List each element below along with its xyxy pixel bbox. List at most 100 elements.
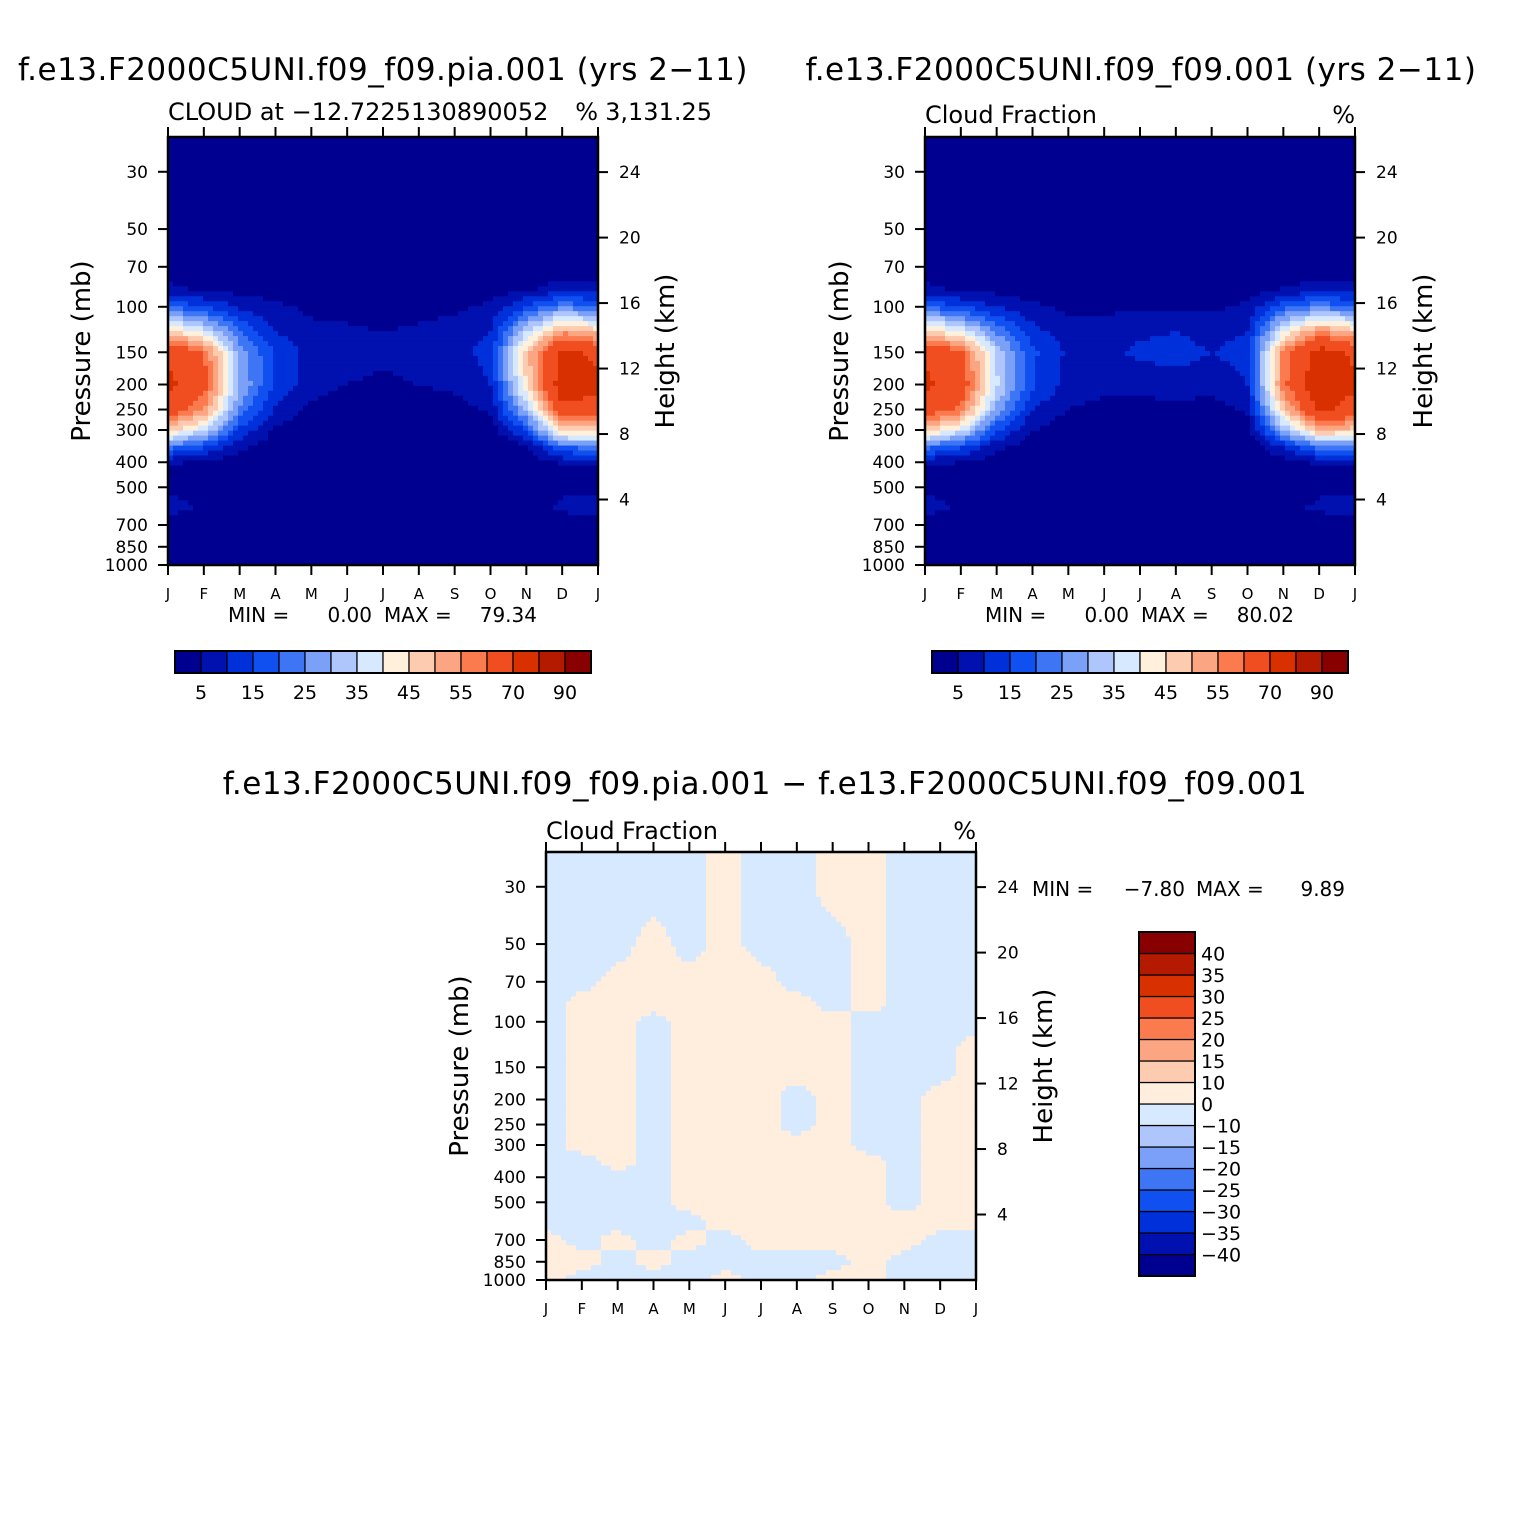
heatmap-cell [323,172,329,178]
heatmap-cell [178,520,184,526]
heatmap-cell [233,316,239,322]
heatmap-cell [198,212,204,218]
heatmap-cell [408,545,414,551]
heatmap-cell [283,222,289,228]
heatmap-cell [203,426,209,432]
heatmap-cell [213,177,219,183]
heatmap-cell [368,525,374,531]
heatmap-cell [338,351,344,357]
heatmap-cell [418,172,424,178]
heatmap-cell [248,545,254,551]
heatmap-cell [243,490,249,496]
heatmap-cell [353,411,359,417]
heatmap-cell [253,306,259,312]
heatmap-cell [203,177,209,183]
heatmap-cell [413,192,419,198]
heatmap-cell [263,182,269,188]
heatmap-cell [433,535,439,541]
heatmap-cell [448,147,454,153]
heatmap-cell [183,540,189,546]
heatmap-cell [428,346,434,352]
heatmap-cell [223,242,229,248]
heatmap-cell [248,152,254,158]
heatmap-cell [278,550,284,556]
heatmap-cell [353,172,359,178]
heatmap-cell [303,366,309,372]
heatmap-cell [298,152,304,158]
heatmap-cell [308,500,314,506]
heatmap-cell [238,356,244,362]
heatmap-cell [188,555,194,561]
heatmap-cell [358,197,364,203]
heatmap-cell [453,187,459,193]
heatmap-cell [443,426,449,432]
heatmap-cell [353,351,359,357]
heatmap-cell [223,207,229,213]
panel-1-left-subtitle: CLOUD at −12.7225130890052 [168,98,548,126]
heatmap-cell [208,520,214,526]
heatmap-cell [273,475,279,481]
heatmap-cell [203,246,209,252]
heatmap-cell [343,167,349,173]
heatmap-cell [298,212,304,218]
heatmap-cell [263,157,269,163]
heatmap-cell [443,381,449,387]
heatmap-cell [363,500,369,506]
heatmap-cell [223,396,229,402]
heatmap-cell [373,436,379,442]
heatmap-cell [423,401,429,407]
heatmap-cell [413,237,419,243]
heatmap-cell [198,550,204,556]
heatmap-cell [283,446,289,452]
heatmap-cell [173,311,179,317]
heatmap-cell [328,321,334,327]
heatmap-cell [283,356,289,362]
heatmap-cell [298,505,304,511]
heatmap-cell [258,391,264,397]
heatmap-cell [348,356,354,362]
heatmap-cell [178,341,184,347]
heatmap-cell [393,351,399,357]
heatmap-cell [353,381,359,387]
heatmap-cell [303,515,309,521]
heatmap-cell [438,142,444,148]
heatmap-cell [393,555,399,561]
heatmap-cell [313,202,319,208]
heatmap-cell [373,500,379,506]
heatmap-cell [308,436,314,442]
heatmap-cell [368,242,374,248]
heatmap-cell [358,212,364,218]
heatmap-cell [203,306,209,312]
heatmap-cell [293,197,299,203]
heatmap-cell [273,441,279,447]
heatmap-cell [413,366,419,372]
heatmap-cell [363,451,369,457]
heatmap-cell [183,157,189,163]
heatmap-cell [423,326,429,332]
heatmap-cell [438,281,444,287]
heatmap-cell [213,515,219,521]
heatmap-cell [358,376,364,382]
heatmap-cell [368,485,374,491]
heatmap-cell [303,406,309,412]
heatmap-cell [208,500,214,506]
heatmap-cell [188,505,194,511]
heatmap-cell [188,470,194,476]
heatmap-cell [438,351,444,357]
heatmap-cell [188,341,194,347]
heatmap-cell [318,391,324,397]
heatmap-cell [318,286,324,292]
heatmap-cell [428,286,434,292]
heatmap-cell [303,311,309,317]
heatmap-cell [178,311,184,317]
heatmap-cell [243,421,249,427]
heatmap-cell [258,251,264,257]
heatmap-cell [268,371,274,377]
heatmap-cell [178,232,184,238]
heatmap-cell [423,281,429,287]
heatmap-cell [398,261,404,267]
heatmap-cell [323,510,329,516]
heatmap-cell [323,222,329,228]
heatmap-cell [413,371,419,377]
heatmap-cell [353,212,359,218]
